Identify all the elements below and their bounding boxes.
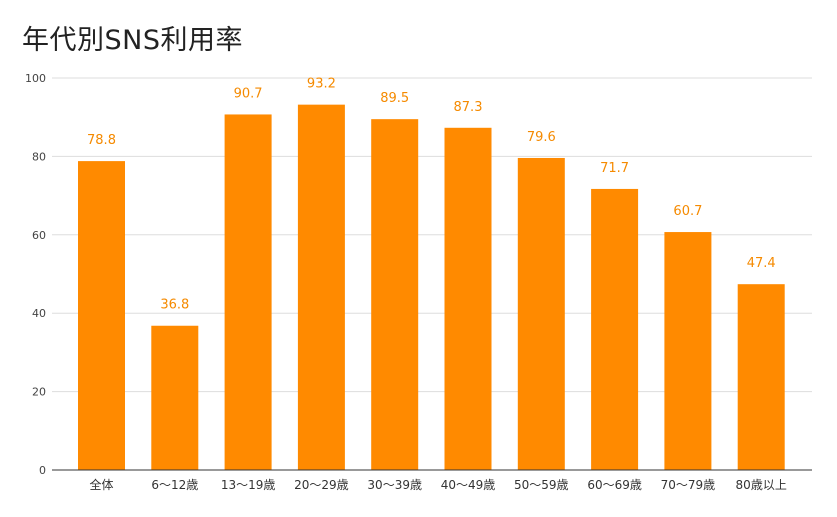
- y-tick-label: 0: [39, 464, 46, 477]
- data-label: 79.6: [527, 130, 556, 145]
- y-axis-ticks: 0 20 40 60 80 100: [25, 72, 46, 477]
- x-axis-categories: 全体 6〜12歳 13〜19歳 20〜29歳 30〜39歳 40〜49歳 50〜59歳 60〜…: [89, 477, 786, 492]
- y-tick-label: 60: [32, 229, 46, 242]
- bars: [78, 104, 785, 471]
- x-category-label: 80歳以上: [736, 478, 787, 492]
- data-label: 93.2: [307, 77, 336, 92]
- data-label: 87.3: [454, 100, 483, 115]
- bar: [591, 188, 639, 470]
- x-category-label: 40〜49歳: [441, 478, 496, 492]
- bar: [444, 127, 492, 470]
- x-category-label: 6〜12歳: [151, 478, 198, 492]
- y-tick-label: 100: [25, 72, 46, 85]
- x-category-label: 70〜79歳: [661, 478, 716, 492]
- y-tick-label: 20: [32, 386, 46, 399]
- data-labels: 78.8 36.8 90.7 93.2 89.5 87.3 79.6 71.7 60.7 47.4: [87, 77, 776, 313]
- bar: [737, 284, 785, 470]
- chart-title: 年代別SNS利用率: [22, 25, 243, 56]
- bar: [297, 104, 345, 470]
- data-label: 71.7: [600, 161, 629, 176]
- bar: [224, 114, 272, 471]
- data-label: 47.4: [747, 256, 776, 271]
- data-label: 89.5: [380, 91, 409, 106]
- y-tick-label: 80: [32, 150, 46, 163]
- x-category-label: 50〜59歳: [514, 478, 569, 492]
- data-label: 60.7: [673, 204, 702, 219]
- bar: [664, 232, 712, 470]
- x-category-label: 13〜19歳: [221, 478, 276, 492]
- data-label: 90.7: [234, 86, 263, 101]
- bar: [371, 119, 419, 470]
- x-category-label: 全体: [89, 477, 113, 492]
- bar: [517, 157, 565, 470]
- y-tick-label: 40: [32, 307, 46, 320]
- bar: [151, 325, 199, 470]
- x-category-label: 20〜29歳: [294, 478, 349, 492]
- x-category-label: 30〜39歳: [367, 478, 422, 492]
- x-category-label: 60〜69歳: [587, 478, 642, 492]
- bar: [78, 161, 125, 470]
- data-label: 36.8: [160, 298, 189, 313]
- data-label: 78.8: [87, 133, 116, 148]
